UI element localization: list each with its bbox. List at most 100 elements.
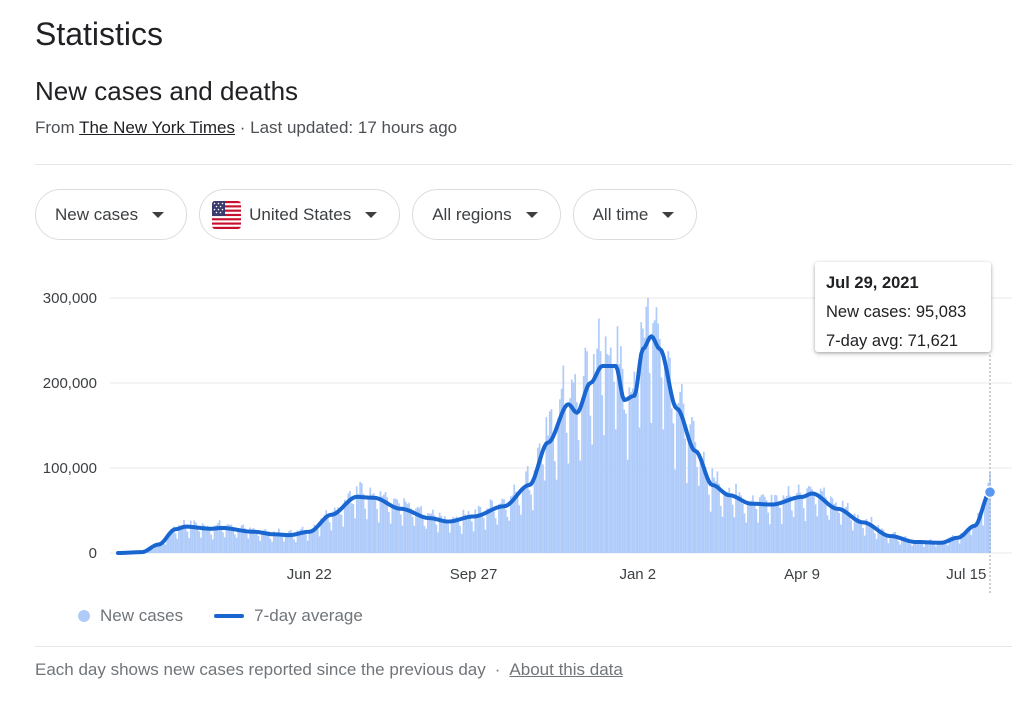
new-cases-bar [829,496,832,553]
new-cases-bar [642,328,644,553]
region-dropdown[interactable]: All regions [412,189,561,240]
new-cases-bar [926,540,929,553]
new-cases-bar [440,515,443,553]
new-cases-bar [579,460,582,553]
new-cases-bar [276,533,278,553]
new-cases-bar [794,496,797,553]
new-cases-bar [550,409,553,553]
new-cases-bar [645,306,648,553]
new-cases-bar [518,505,521,553]
new-cases-bar [907,541,910,553]
new-cases-bar [814,504,817,553]
new-cases-bar [161,541,163,553]
new-cases-bar [352,504,355,553]
new-cases-bar [164,544,167,553]
new-cases-bar [405,501,407,553]
new-cases-bar [223,537,226,553]
new-cases-bar [775,495,778,553]
new-cases-bar [349,491,351,553]
new-cases-bar [330,530,333,553]
new-cases-bar [853,513,856,553]
new-cases-bar [609,347,612,553]
x-axis-labels: Jun 22 Sep 27 Jan 2 Apr 9 Jul 15 [287,566,987,583]
new-cases-bar [682,403,685,553]
new-cases-bar [684,438,687,553]
new-cases-legend-dot-icon [78,610,90,622]
new-cases-bar [857,514,859,553]
new-cases-bar [694,442,697,553]
new-cases-bar [420,505,422,553]
new-cases-bar [813,491,815,553]
new-cases-bar [217,523,219,553]
new-cases-bar [174,533,177,553]
new-cases-bar [472,531,475,553]
new-cases-bar [889,535,891,553]
new-cases-bar [491,500,494,553]
new-cases-bar [382,494,385,553]
country-dropdown[interactable]: United States [199,189,401,240]
chart-legend: New cases 7-day average [78,606,363,626]
new-cases-bar [736,498,739,553]
new-cases-bar [581,397,583,553]
new-cases-bar [162,543,165,553]
new-cases-bar [538,443,541,553]
new-cases-bar [606,354,609,553]
new-cases-bar [233,534,236,553]
new-cases-bar [501,498,504,553]
time-range-dropdown[interactable]: All time [572,189,698,240]
y-tick-label: 300,000 [43,290,97,307]
new-cases-bar [235,537,238,553]
new-cases-bar [679,391,681,553]
new-cases-bar [259,540,262,553]
new-cases-bar [206,525,209,553]
new-cases-bar [460,533,463,553]
new-cases-bar [953,536,956,553]
new-cases-bar [328,522,331,553]
metric-dropdown-label: New cases [55,204,139,224]
new-cases-bar [540,458,543,553]
new-cases-bar [189,520,192,553]
cases-chart[interactable]: 0 100,000 200,000 300,000 Jun 22 Sep 27 Jan 2… [0,255,1036,600]
tooltip-average-value: 71,621 [907,332,959,350]
new-cases-bar [181,525,184,553]
new-cases-bar [943,541,946,553]
new-cases-bar [493,511,495,553]
new-cases-bar [388,511,390,553]
new-cases-bar [752,495,754,553]
new-cases-bar [213,525,216,553]
tooltip-average-label: 7-day avg: [826,332,904,350]
new-cases-bar [166,534,168,553]
new-cases-bar [669,357,671,553]
new-cases-bar [904,536,907,553]
new-cases-bar [208,528,211,553]
new-cases-bar [332,511,334,553]
new-cases-bar [537,447,539,553]
about-data-link[interactable]: About this data [509,660,623,679]
new-cases-bar [591,444,593,553]
footnote-separator: · [494,660,501,679]
new-cases-bar [256,532,258,553]
new-cases-bar [498,503,500,553]
new-cases-bar [660,377,663,553]
new-cases-bar [938,543,941,553]
chart-tooltip: Jul 29, 2021 New cases: 95,083 7-day avg… [815,262,991,352]
new-cases-bar [374,500,377,553]
footnote-text: Each day shows new cases reported since … [35,660,486,679]
new-cases-bar [320,518,323,553]
new-cases-bar [799,492,802,553]
y-tick-label: 200,000 [43,375,97,392]
new-cases-bar [968,530,971,553]
new-cases-bar [294,542,297,553]
caret-down-icon [365,211,378,218]
x-tick-label: Jan 2 [619,566,656,583]
new-cases-bar [909,543,912,553]
new-cases-bar [765,500,768,553]
new-cases-bar [967,530,969,553]
average-legend-line-icon [214,614,245,618]
metric-dropdown[interactable]: New cases [35,189,188,240]
source-link[interactable]: The New York Times [79,118,235,137]
new-cases-bar [582,376,585,553]
new-cases-bar [344,499,346,553]
new-cases-bar [548,411,551,553]
new-cases-bar [785,495,788,553]
